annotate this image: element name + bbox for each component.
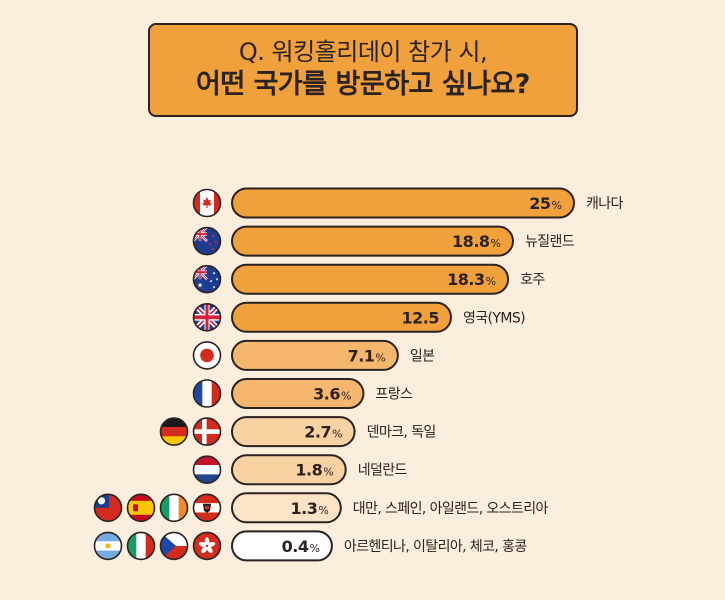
bar	[231, 530, 333, 562]
bar	[231, 454, 347, 486]
new-zealand-flag-icon	[192, 226, 222, 256]
value-label: 18.8%	[452, 232, 501, 251]
category-label: 캐나다	[586, 196, 624, 212]
value-label: 7.1%	[348, 346, 386, 365]
bar	[231, 492, 342, 524]
uk-flag-icon	[192, 302, 222, 332]
bar	[231, 263, 510, 295]
category-label: 일본	[410, 348, 435, 364]
bar	[231, 187, 575, 219]
ireland-flag-icon	[159, 493, 189, 523]
category-label: 아르헨티나, 이탈리아, 체코, 홍콩	[344, 539, 527, 555]
title-question: Q. 워킹홀리데이 참가 시,	[238, 38, 488, 66]
netherlands-flag-icon	[192, 455, 222, 485]
bar	[231, 225, 514, 257]
spain-flag-icon	[126, 493, 156, 523]
italy-flag-icon	[126, 531, 156, 561]
australia-flag-icon	[192, 264, 222, 294]
category-label: 호주	[520, 272, 545, 288]
value-label: 2.7%	[304, 423, 342, 442]
hong-kong-flag-icon	[192, 531, 222, 561]
category-label: 프랑스	[375, 387, 413, 403]
category-label: 뉴질랜드	[525, 234, 575, 250]
denmark-flag-icon	[192, 417, 222, 446]
czech-flag-icon	[159, 531, 189, 561]
value-label: 0.4%	[282, 537, 320, 556]
argentina-flag-icon	[93, 531, 123, 561]
value-label: 1.3%	[290, 499, 328, 518]
category-label: 네덜란드	[358, 463, 408, 479]
bar	[231, 301, 452, 333]
japan-flag-icon	[192, 341, 222, 370]
value-label: 3.6%	[313, 385, 351, 404]
category-label: 영국(YMS)	[463, 310, 525, 326]
austria-flag-icon	[192, 493, 222, 523]
value-label: 12.5	[402, 308, 440, 327]
value-label: 18.3%	[447, 270, 496, 289]
title-main: 어떤 국가를 방문하고 싶나요?	[196, 69, 530, 100]
value-label: 25%	[529, 194, 562, 213]
france-flag-icon	[192, 379, 222, 408]
bar	[231, 416, 356, 448]
title-box: Q. 워킹홀리데이 참가 시, 어떤 국가를 방문하고 싶나요?	[148, 23, 578, 117]
taiwan-flag-icon	[93, 493, 123, 523]
bar	[231, 339, 399, 371]
value-label: 1.8%	[295, 461, 333, 480]
category-label: 덴마크, 독일	[367, 425, 436, 441]
germany-flag-icon	[159, 417, 189, 446]
bar	[231, 378, 365, 409]
category-label: 대만, 스페인, 아일랜드, 오스트리아	[353, 501, 549, 517]
canada-flag-icon	[192, 188, 222, 218]
